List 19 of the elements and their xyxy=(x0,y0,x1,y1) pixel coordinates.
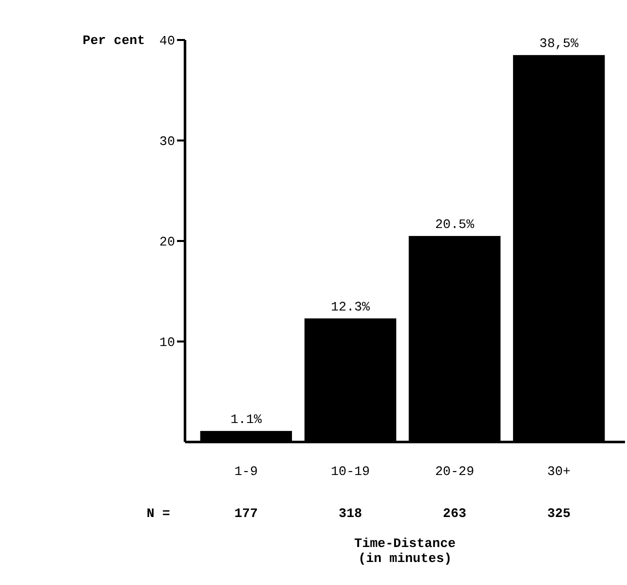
x-tick-label: 1-9 xyxy=(234,464,258,479)
data-label: 20.5% xyxy=(435,216,474,232)
x-tick-label: 10-19 xyxy=(330,464,370,479)
y-tick-label: 40 xyxy=(159,34,175,49)
y-tick-label: 20 xyxy=(159,234,175,250)
data-label: 12.3% xyxy=(330,299,370,314)
x-axis-title: Time-Distance (in minutes) xyxy=(354,536,456,566)
data-label: 38,5% xyxy=(539,36,579,52)
text: N = xyxy=(146,506,170,521)
y-tick-label: 30 xyxy=(159,134,175,150)
y-axis-title: Per cent xyxy=(82,33,145,48)
text: 325 xyxy=(547,506,571,521)
text: 318 xyxy=(338,506,362,521)
y-tick-label: 10 xyxy=(159,335,175,350)
x-tick-label: 20-29 xyxy=(435,464,474,479)
text: 177 xyxy=(234,506,258,521)
x-tick-label: 30+ xyxy=(547,464,571,479)
text: 263 xyxy=(442,506,467,521)
data-label: 1.1% xyxy=(230,412,262,427)
